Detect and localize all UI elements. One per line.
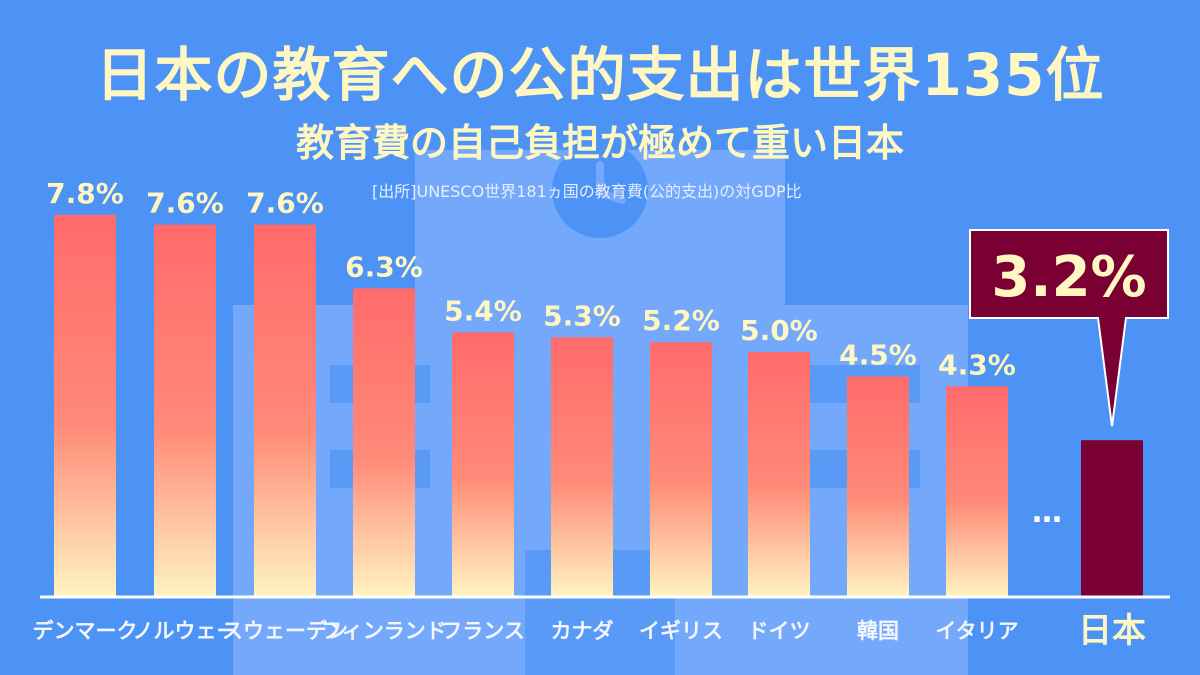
bar-10	[1081, 440, 1143, 597]
category-label-4: フランス	[441, 619, 525, 643]
category-label-0: デンマーク	[33, 619, 138, 643]
ellipsis-text: …	[1032, 495, 1062, 530]
chart-title: 日本の教育への公的支出は世界135位	[95, 41, 1105, 109]
bar-5	[551, 337, 613, 597]
bar-value-label-4: 5.4%	[444, 294, 522, 327]
category-label-7: ドイツ	[748, 619, 811, 643]
bar-8	[847, 376, 909, 597]
callout-value-label: 3.2%	[991, 245, 1146, 310]
bar-1	[154, 224, 216, 597]
bar-value-label-6: 5.2%	[642, 304, 720, 337]
bar-9	[946, 386, 1008, 597]
bar-value-label-3: 6.3%	[345, 250, 423, 283]
bar-value-label-8: 4.5%	[839, 339, 917, 372]
bar-6	[650, 342, 712, 597]
category-label-5: カナダ	[551, 619, 614, 643]
category-label-1: ノルウェー	[133, 619, 238, 643]
bars-group: 7.8% デンマーク 7.6% ノルウェー 7.6% スウェーデン 6.3% フィンランド 5.…	[33, 177, 1147, 651]
bar-value-label-5: 5.3%	[543, 299, 621, 332]
bar-value-label-9: 4.3%	[938, 348, 1016, 381]
category-label-2: スウェーデン	[222, 619, 348, 643]
chart-subtitle: 教育費の自己負担が極めて重い日本	[295, 121, 904, 165]
category-label-3: フィンランド	[321, 619, 447, 643]
bar-7	[748, 352, 810, 597]
bar-4	[452, 332, 514, 597]
callout-box	[969, 229, 1169, 427]
bar-0	[54, 214, 116, 598]
bar-value-label-7: 5.0%	[740, 314, 818, 347]
category-label-8: 韓国	[857, 619, 899, 643]
category-label-9: イタリア	[935, 619, 1018, 643]
source-note: [出所]UNESCO世界181ヵ国の教育費(公的支出)の対GDP比	[372, 182, 802, 201]
callout-group: 3.2%	[969, 229, 1169, 427]
bar-2	[254, 224, 316, 597]
category-label-10: 日本	[1078, 611, 1146, 651]
bar-3	[353, 288, 415, 597]
category-label-6: イギリス	[639, 619, 723, 643]
bar-value-label-0: 7.8%	[46, 177, 124, 210]
bar-value-label-1: 7.6%	[146, 187, 224, 220]
bar-value-label-2: 7.6%	[246, 187, 324, 220]
